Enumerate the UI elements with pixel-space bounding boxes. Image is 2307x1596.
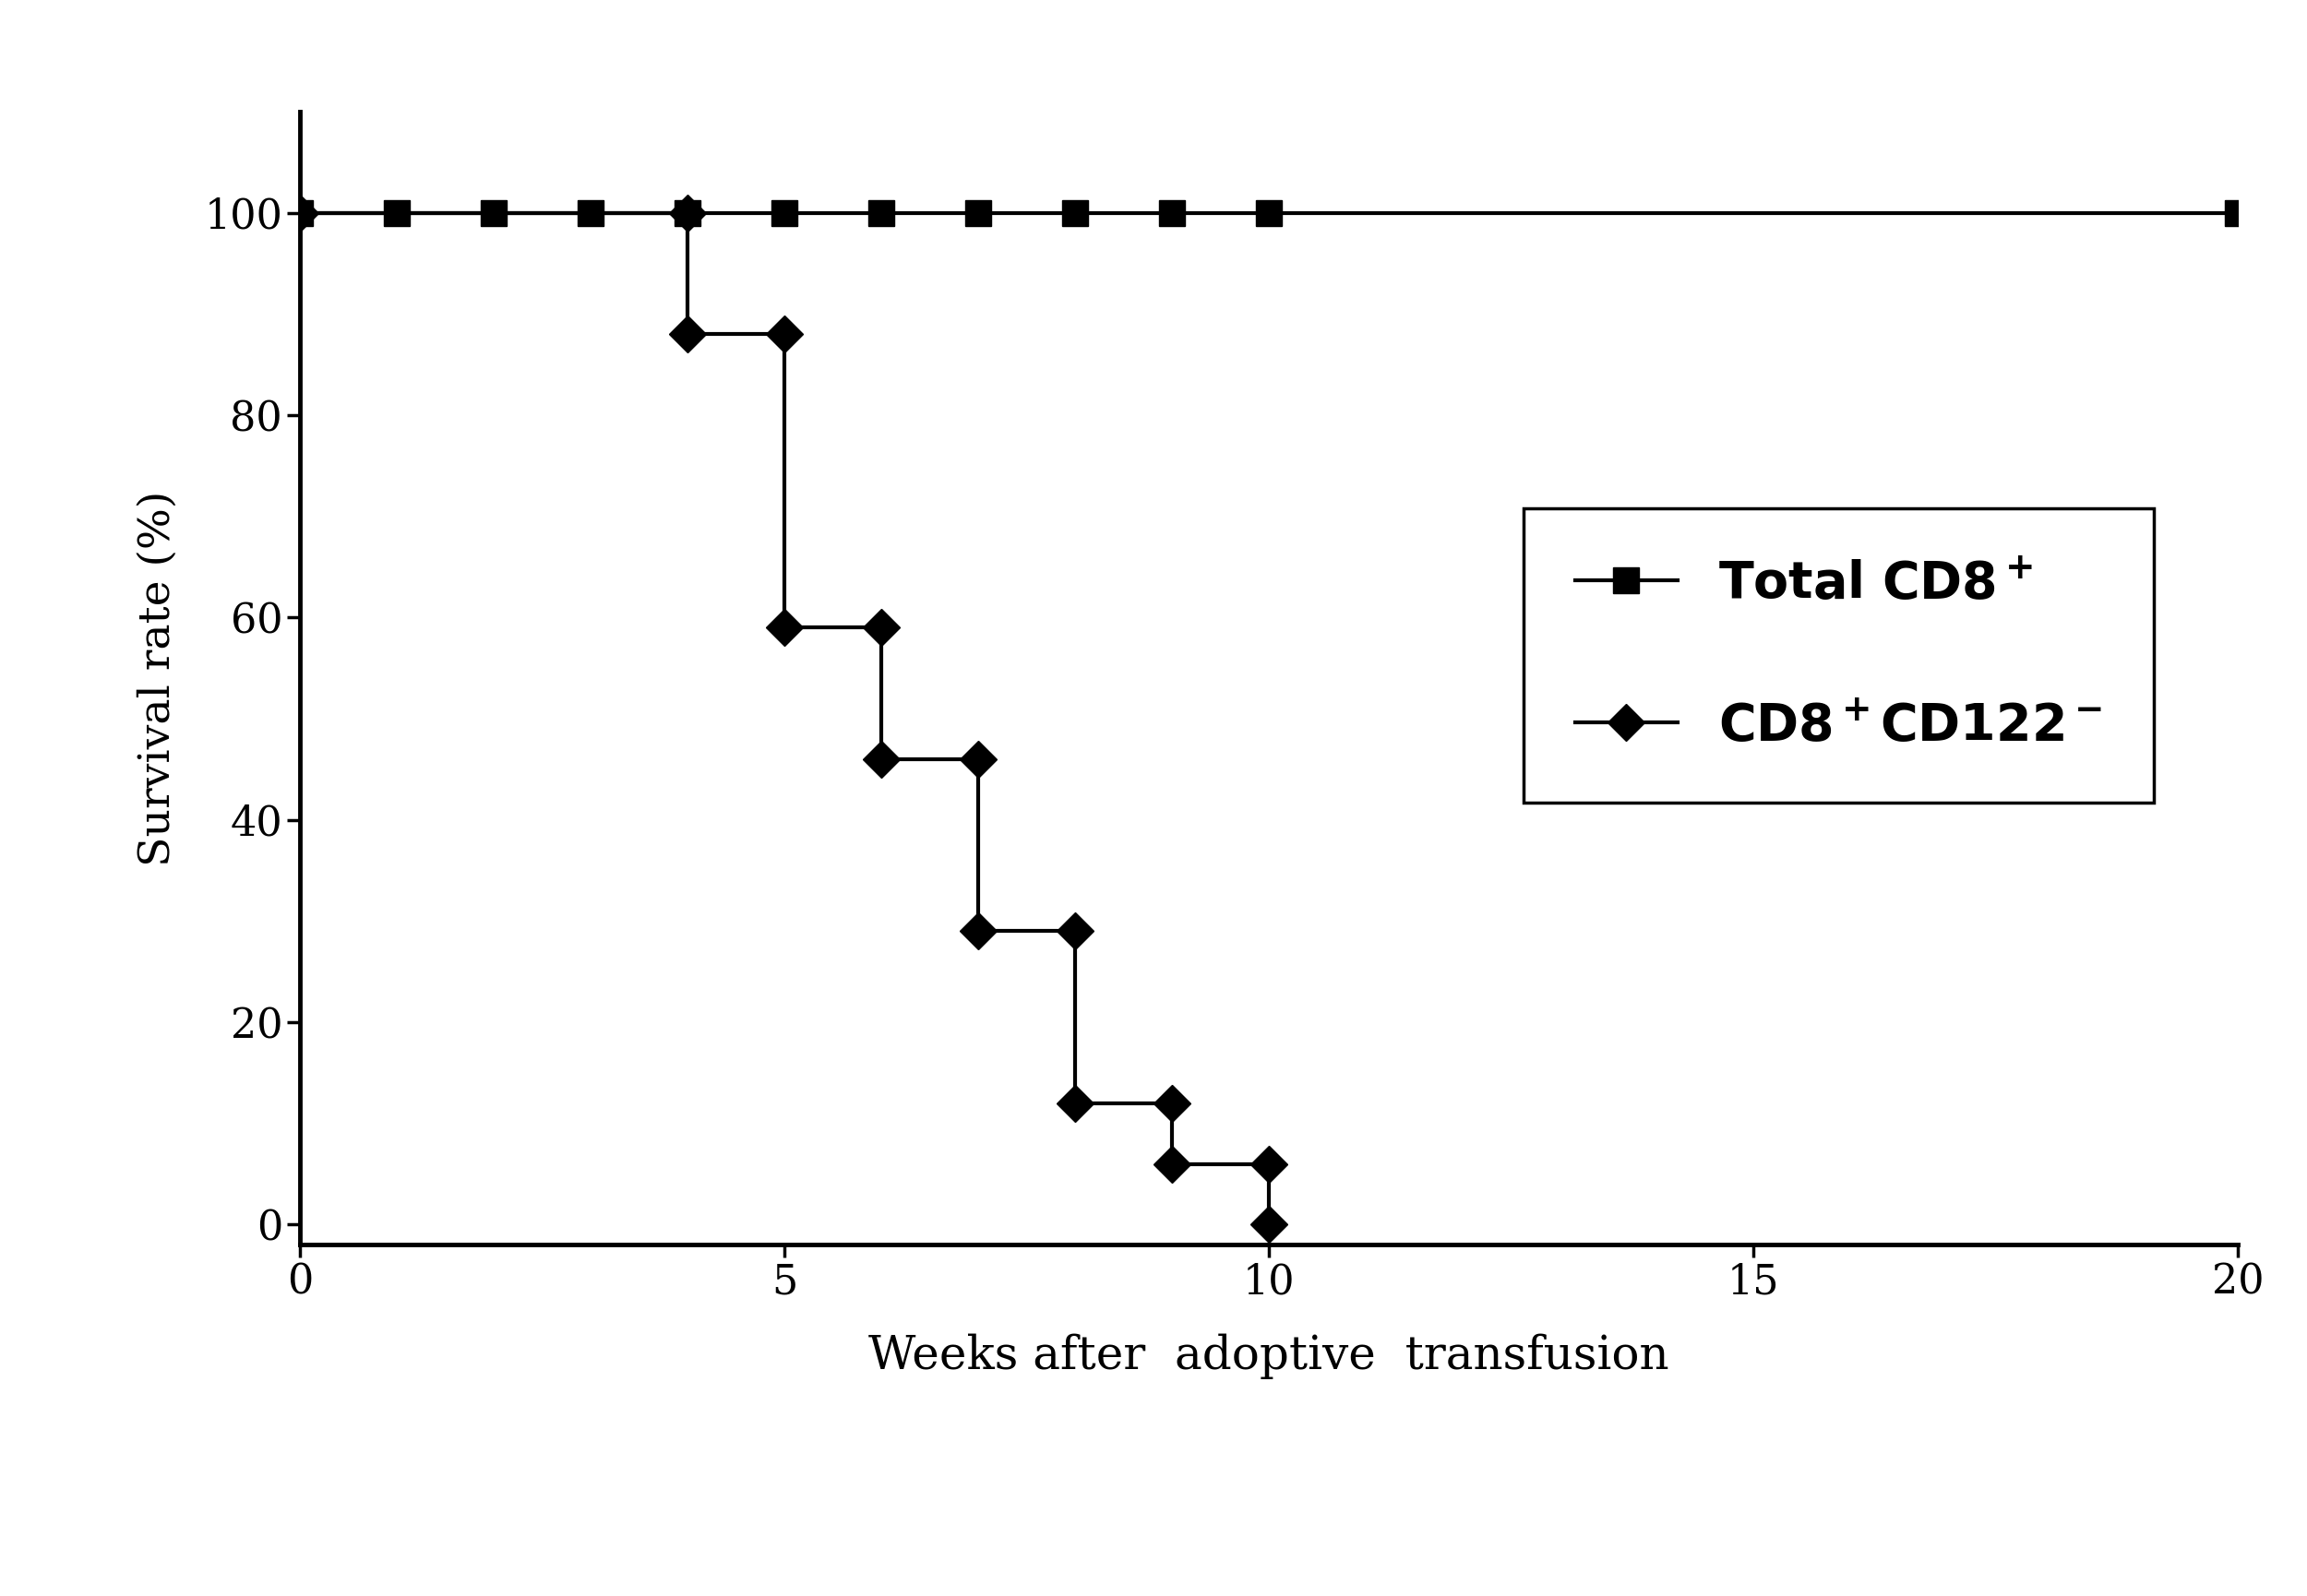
X-axis label: Weeks after  adoptive  transfusion: Weeks after adoptive transfusion bbox=[867, 1334, 1670, 1379]
Y-axis label: Survival rate (%): Survival rate (%) bbox=[136, 490, 178, 867]
Legend: $\mathbf{Total\ CD8^+}$, $\mathbf{CD8^+CD122^-}$: $\mathbf{Total\ CD8^+}$, $\mathbf{CD8^+C… bbox=[1523, 509, 2155, 803]
